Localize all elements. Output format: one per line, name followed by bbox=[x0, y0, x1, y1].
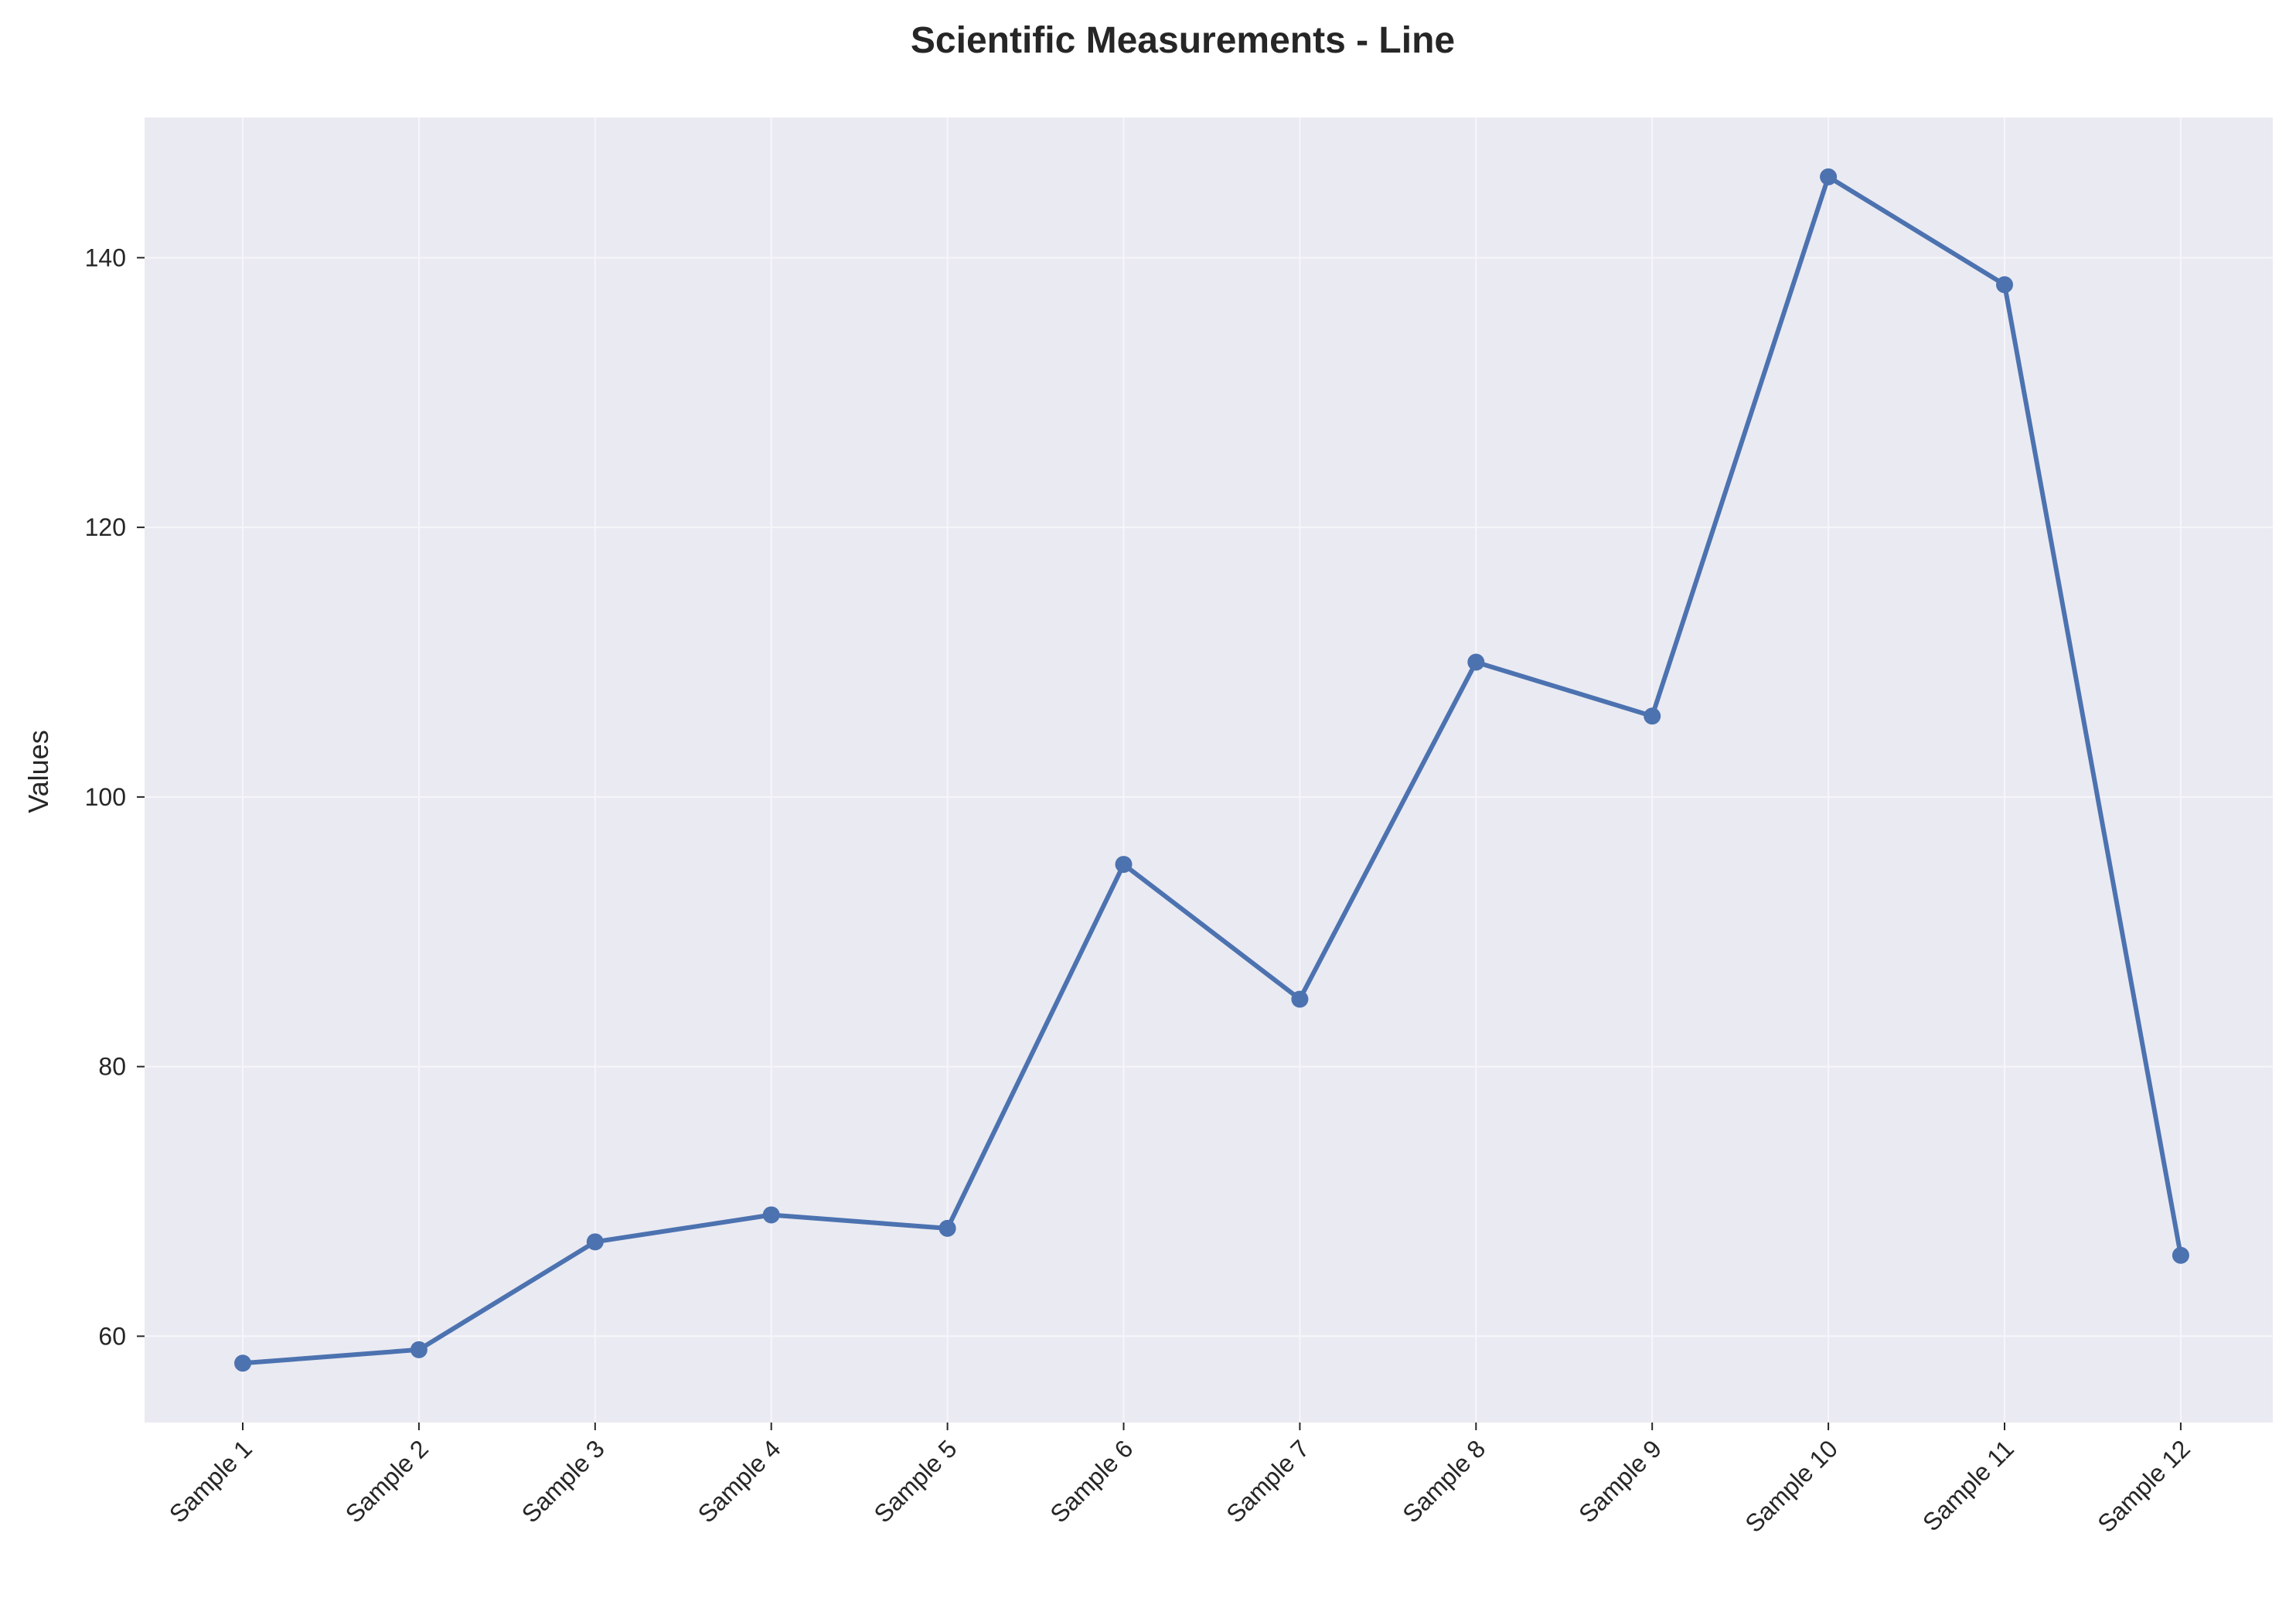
x-tick-label: Sample 2 bbox=[340, 1434, 434, 1528]
x-tick-label: Sample 12 bbox=[2092, 1434, 2196, 1538]
x-tick-label: Sample 6 bbox=[1044, 1434, 1138, 1528]
y-tick-label: 120 bbox=[85, 513, 126, 541]
gridlines bbox=[145, 118, 2273, 1423]
x-tick-label: Sample 7 bbox=[1221, 1434, 1314, 1528]
y-tick-label: 140 bbox=[85, 244, 126, 271]
data-point bbox=[1291, 990, 1309, 1008]
data-point bbox=[762, 1206, 780, 1224]
data-point bbox=[1644, 707, 1661, 725]
data-points bbox=[234, 168, 2189, 1372]
x-tick-label: Sample 11 bbox=[1917, 1434, 2019, 1536]
y-tick-label: 100 bbox=[85, 783, 126, 811]
data-point bbox=[586, 1233, 604, 1251]
x-tick-label: Sample 8 bbox=[1397, 1434, 1490, 1528]
data-point bbox=[2172, 1246, 2189, 1264]
y-tick-label: 60 bbox=[98, 1322, 126, 1350]
x-tick-label: Sample 3 bbox=[516, 1434, 610, 1528]
series-line bbox=[240, 174, 2183, 1366]
data-point bbox=[1996, 276, 2013, 294]
data-point bbox=[938, 1219, 956, 1237]
x-tick-label: Sample 9 bbox=[1573, 1434, 1667, 1528]
y-axis-label: Values bbox=[22, 730, 54, 813]
data-point bbox=[1115, 856, 1133, 874]
plot-area bbox=[145, 118, 2273, 1423]
x-tick-label: Sample 10 bbox=[1739, 1434, 1843, 1538]
y-tick-label: 80 bbox=[98, 1053, 126, 1081]
data-point bbox=[410, 1341, 428, 1358]
x-tick-label: Sample 5 bbox=[869, 1434, 962, 1528]
data-point bbox=[1820, 168, 1838, 186]
x-tick-label: Sample 4 bbox=[693, 1434, 786, 1528]
x-tick-label: Sample 1 bbox=[164, 1434, 257, 1528]
data-point bbox=[234, 1354, 251, 1372]
chart-title: Scientific Measurements - Line bbox=[911, 20, 1455, 61]
data-point bbox=[1467, 653, 1485, 671]
